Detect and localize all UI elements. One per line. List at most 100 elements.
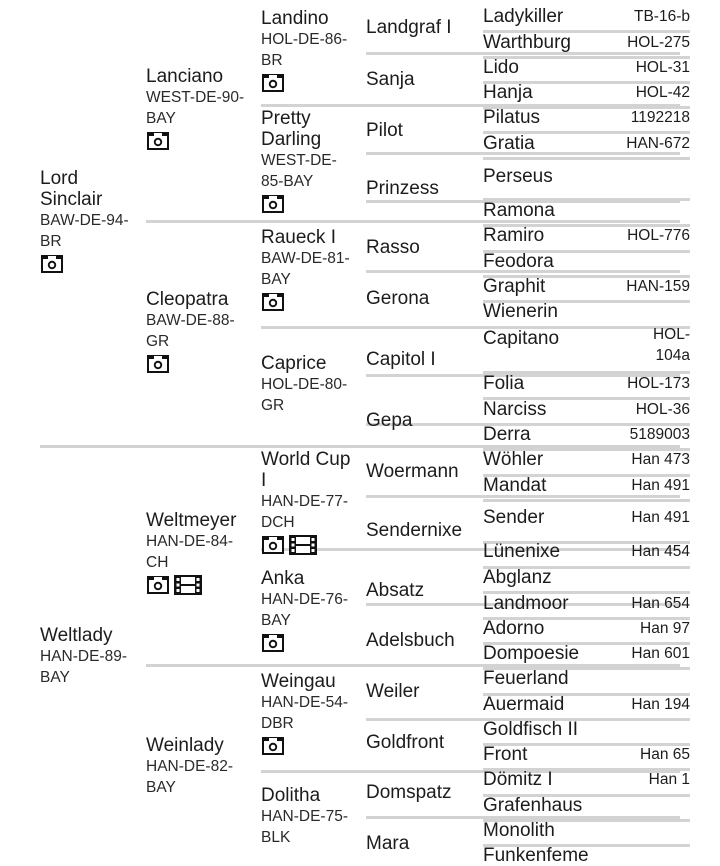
sire-dam-name[interactable]: Gerona bbox=[366, 288, 430, 309]
ancestor-name[interactable]: Grafenhaus bbox=[483, 795, 583, 816]
row-divider bbox=[366, 200, 680, 203]
horse-entry[interactable]: World Cup I HAN-DE-77-DCH bbox=[261, 449, 359, 555]
row-divider bbox=[483, 30, 690, 33]
ancestor-name[interactable]: Gratia bbox=[483, 133, 535, 154]
ancestor-name[interactable]: Goldfisch II bbox=[483, 719, 579, 740]
horse-name[interactable]: Caprice bbox=[261, 353, 327, 374]
row-divider bbox=[261, 104, 680, 107]
horse-entry[interactable]: Weltmeyer HAN-DE-84-CH bbox=[146, 510, 254, 595]
ancestor-name[interactable]: Abglanz bbox=[483, 567, 552, 588]
horse-name[interactable]: World Cup I bbox=[261, 449, 351, 491]
ancestor-name[interactable]: Hanja bbox=[483, 82, 533, 103]
ancestor-name[interactable]: Mandat bbox=[483, 475, 547, 496]
registration-number: WEST-DE-85-BAY bbox=[261, 152, 337, 190]
ancestor-name[interactable]: Funkenfeme bbox=[483, 845, 589, 866]
camera-icon[interactable] bbox=[261, 736, 285, 756]
horse-name[interactable]: Pretty Darling bbox=[261, 108, 322, 150]
camera-icon[interactable] bbox=[261, 535, 285, 555]
sire-dam-name[interactable]: Adelsbuch bbox=[366, 630, 455, 651]
horse-name[interactable]: Raueck I bbox=[261, 227, 336, 248]
camera-icon[interactable] bbox=[261, 633, 285, 653]
ancestor-name[interactable]: Ramiro bbox=[483, 225, 545, 246]
horse-entry[interactable]: Caprice HOL-DE-80-GR bbox=[261, 353, 359, 416]
horse-entry[interactable]: Raueck I BAW-DE-81-BAY bbox=[261, 227, 359, 312]
sire-dam-name[interactable]: Sendernixe bbox=[366, 520, 463, 541]
ancestor-name[interactable]: Monolith bbox=[483, 820, 555, 841]
ancestor-name[interactable]: Derra bbox=[483, 424, 531, 445]
ancestor-name[interactable]: Lido bbox=[483, 57, 519, 78]
horse-name[interactable]: Lanciano bbox=[146, 66, 224, 87]
row-divider bbox=[483, 198, 690, 201]
sire-dam-name[interactable]: Landgraf I bbox=[366, 17, 452, 38]
sire-dam-name[interactable]: Pilot bbox=[366, 120, 403, 141]
horse-entry[interactable]: Weltlady HAN-DE-89-BAY bbox=[40, 625, 144, 688]
sire-dam-name[interactable]: Capitol I bbox=[366, 349, 436, 370]
horse-name[interactable]: Weltmeyer bbox=[146, 510, 237, 531]
sire-dam-name[interactable]: Weiler bbox=[366, 681, 420, 702]
horse-name[interactable]: Weingau bbox=[261, 671, 336, 692]
ancestor-name[interactable]: Wöhler bbox=[483, 449, 544, 470]
ancestor-name[interactable]: Wienerin bbox=[483, 301, 558, 322]
row-divider bbox=[483, 844, 690, 847]
ancestor-name[interactable]: Sender bbox=[483, 507, 545, 528]
sire-dam-name[interactable]: Woermann bbox=[366, 461, 459, 482]
horse-name[interactable]: Anka bbox=[261, 568, 305, 589]
sire-dam-name[interactable]: Goldfront bbox=[366, 732, 445, 753]
sire-dam-name[interactable]: Mara bbox=[366, 833, 410, 854]
horse-name[interactable]: Cleopatra bbox=[146, 289, 229, 310]
camera-icon[interactable] bbox=[40, 254, 64, 274]
horse-entry[interactable]: Lord Sinclair BAW-DE-94-BR bbox=[40, 168, 144, 274]
ancestor-name[interactable]: Warthburg bbox=[483, 32, 571, 53]
sire-dam-name[interactable]: Prinzess bbox=[366, 178, 439, 199]
film-icon[interactable] bbox=[174, 575, 202, 595]
ancestor-name[interactable]: Front bbox=[483, 744, 528, 765]
ancestor-name[interactable]: Auermaid bbox=[483, 694, 565, 715]
ancestor-name[interactable]: Ladykiller bbox=[483, 6, 564, 27]
horse-entry[interactable]: Cleopatra BAW-DE-88-GR bbox=[146, 289, 254, 374]
horse-entry[interactable]: Weingau HAN-DE-54-DBR bbox=[261, 671, 359, 756]
ancestor-name[interactable]: Graphit bbox=[483, 276, 546, 297]
horse-entry[interactable]: Pretty Darling WEST-DE-85-BAY bbox=[261, 108, 359, 214]
film-icon[interactable] bbox=[289, 535, 317, 555]
ancestor-registration: Han 194 bbox=[631, 696, 690, 713]
horse-entry[interactable]: Dolitha HAN-DE-75-BLK bbox=[261, 785, 359, 848]
sire-dam-name[interactable]: Domspatz bbox=[366, 782, 452, 803]
sire-dam-name[interactable]: Sanja bbox=[366, 69, 415, 90]
ancestor-name[interactable]: Lünenixe bbox=[483, 541, 561, 562]
media-icons bbox=[146, 131, 254, 151]
ancestor-name[interactable]: Folia bbox=[483, 373, 525, 394]
ancestor-name[interactable]: Perseus bbox=[483, 166, 553, 187]
horse-entry[interactable]: Anka HAN-DE-76-BAY bbox=[261, 568, 359, 653]
ancestor-name[interactable]: Feuerland bbox=[483, 668, 569, 689]
horse-name[interactable]: Landino bbox=[261, 8, 329, 29]
camera-icon[interactable] bbox=[146, 131, 170, 151]
horse-name[interactable]: Weinlady bbox=[146, 735, 224, 756]
ancestor-name[interactable]: Capitano bbox=[483, 328, 560, 349]
horse-name[interactable]: Weltlady bbox=[40, 625, 113, 646]
registration-number: HOL-DE-80-GR bbox=[261, 376, 348, 414]
ancestor-name[interactable]: Ramona bbox=[483, 200, 555, 221]
horse-name[interactable]: Dolitha bbox=[261, 785, 321, 806]
sire-dam-name[interactable]: Gepa bbox=[366, 410, 413, 431]
camera-icon[interactable] bbox=[261, 73, 285, 93]
horse-entry[interactable]: Weinlady HAN-DE-82-BAY bbox=[146, 735, 254, 798]
camera-icon[interactable] bbox=[146, 575, 170, 595]
row-divider bbox=[483, 300, 690, 303]
ancestor-name[interactable]: Dompoesie bbox=[483, 643, 580, 664]
ancestor-name[interactable]: Landmoor bbox=[483, 593, 569, 614]
camera-icon[interactable] bbox=[146, 354, 170, 374]
ancestor-name[interactable]: Pilatus bbox=[483, 107, 541, 128]
ancestor-name[interactable]: Feodora bbox=[483, 251, 554, 272]
ancestor-name[interactable]: Narciss bbox=[483, 399, 547, 420]
camera-icon[interactable] bbox=[261, 194, 285, 214]
sire-dam-name[interactable]: Rasso bbox=[366, 237, 420, 258]
horse-name[interactable]: Lord Sinclair bbox=[40, 168, 103, 210]
registration-number: HAN-DE-54-DBR bbox=[261, 694, 348, 732]
ancestor-name[interactable]: Dömitz I bbox=[483, 769, 553, 790]
horse-entry[interactable]: Landino HOL-DE-86-BR bbox=[261, 8, 359, 93]
camera-icon[interactable] bbox=[261, 292, 285, 312]
sire-dam-name[interactable]: Absatz bbox=[366, 580, 425, 601]
ancestor-name[interactable]: Adorno bbox=[483, 618, 545, 639]
media-icons bbox=[261, 535, 359, 555]
horse-entry[interactable]: Lanciano WEST-DE-90-BAY bbox=[146, 66, 254, 151]
